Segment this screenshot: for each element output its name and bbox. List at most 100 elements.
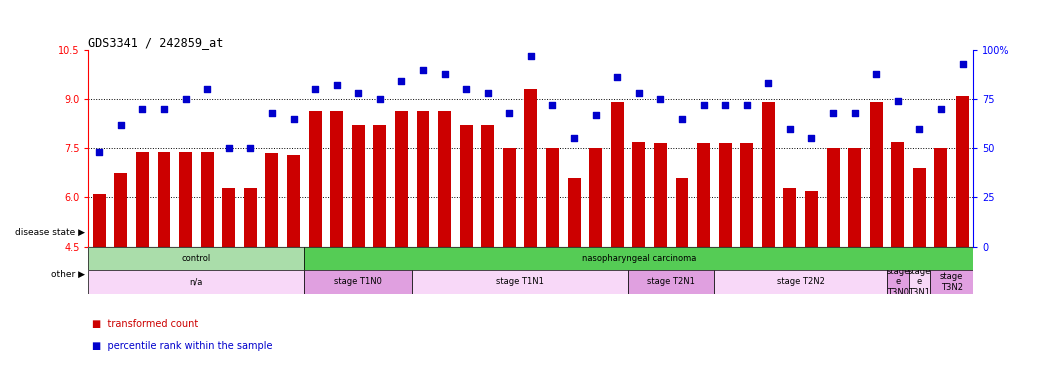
- Point: [738, 102, 755, 108]
- Point: [263, 110, 280, 116]
- Bar: [374, 125, 386, 247]
- Text: stage
e
T3N0: stage e T3N0: [886, 267, 910, 297]
- Bar: [887, 270, 909, 294]
- Point: [868, 70, 885, 76]
- Point: [782, 126, 798, 132]
- Point: [587, 112, 604, 118]
- Bar: [308, 111, 322, 247]
- Point: [372, 96, 388, 102]
- Text: stage T2N1: stage T2N1: [648, 278, 695, 286]
- Point: [177, 96, 194, 102]
- Text: nasopharyngeal carcinoma: nasopharyngeal carcinoma: [582, 254, 696, 263]
- Bar: [931, 270, 973, 294]
- Text: ■  percentile rank within the sample: ■ percentile rank within the sample: [92, 341, 272, 351]
- Bar: [88, 247, 973, 384]
- Point: [328, 82, 345, 88]
- Bar: [115, 173, 127, 247]
- Bar: [891, 142, 905, 247]
- Bar: [223, 187, 235, 247]
- Bar: [304, 270, 412, 294]
- Bar: [287, 155, 300, 247]
- Bar: [416, 111, 430, 247]
- Bar: [956, 96, 969, 247]
- Text: n/a: n/a: [189, 278, 203, 286]
- Bar: [157, 152, 171, 247]
- Text: stage T2N2: stage T2N2: [777, 278, 824, 286]
- Point: [414, 66, 431, 73]
- Bar: [697, 143, 710, 247]
- Text: disease state ▶: disease state ▶: [16, 228, 85, 237]
- Bar: [438, 111, 451, 247]
- Bar: [412, 270, 628, 294]
- Bar: [93, 194, 106, 247]
- Point: [91, 149, 107, 155]
- Point: [760, 80, 777, 86]
- Bar: [352, 125, 364, 247]
- Bar: [848, 148, 861, 247]
- Point: [242, 145, 258, 151]
- Bar: [503, 148, 515, 247]
- Point: [631, 90, 648, 96]
- Bar: [784, 187, 796, 247]
- Point: [565, 135, 582, 141]
- Point: [199, 86, 215, 92]
- Point: [458, 86, 475, 92]
- Point: [436, 70, 453, 76]
- Point: [393, 78, 410, 84]
- Text: stage
e
T3N1: stage e T3N1: [908, 267, 931, 297]
- Point: [889, 98, 906, 104]
- Point: [804, 135, 820, 141]
- Point: [523, 53, 539, 59]
- Bar: [330, 111, 344, 247]
- Bar: [909, 270, 931, 294]
- Bar: [244, 187, 257, 247]
- Text: stage T1N0: stage T1N0: [334, 278, 382, 286]
- Point: [134, 106, 151, 112]
- Bar: [525, 89, 537, 247]
- Bar: [179, 152, 193, 247]
- Point: [221, 145, 237, 151]
- Bar: [740, 143, 754, 247]
- Point: [501, 110, 517, 116]
- Bar: [547, 148, 559, 247]
- Bar: [460, 125, 473, 247]
- Point: [911, 126, 928, 132]
- Point: [307, 86, 324, 92]
- Bar: [628, 270, 714, 294]
- Point: [846, 110, 863, 116]
- Point: [544, 102, 561, 108]
- Point: [285, 116, 302, 122]
- Bar: [304, 247, 973, 270]
- Text: stage T1N1: stage T1N1: [497, 278, 544, 286]
- Bar: [611, 103, 624, 247]
- Bar: [805, 191, 818, 247]
- Point: [674, 116, 690, 122]
- Text: other ▶: other ▶: [51, 270, 85, 279]
- Point: [824, 110, 841, 116]
- Bar: [762, 103, 775, 247]
- Bar: [714, 270, 887, 294]
- Bar: [265, 153, 278, 247]
- Point: [652, 96, 668, 102]
- Bar: [395, 111, 408, 247]
- Point: [955, 61, 971, 67]
- Bar: [88, 247, 304, 270]
- Point: [695, 102, 712, 108]
- Bar: [654, 143, 667, 247]
- Bar: [913, 168, 925, 247]
- Bar: [718, 143, 732, 247]
- Point: [156, 106, 173, 112]
- Point: [350, 90, 366, 96]
- Text: GDS3341 / 242859_at: GDS3341 / 242859_at: [88, 36, 224, 49]
- Point: [480, 90, 497, 96]
- Text: ■  transformed count: ■ transformed count: [92, 319, 198, 329]
- Bar: [935, 148, 947, 247]
- Point: [609, 74, 626, 81]
- Point: [717, 102, 734, 108]
- Bar: [632, 142, 645, 247]
- Bar: [827, 148, 839, 247]
- Bar: [676, 178, 688, 247]
- Point: [933, 106, 949, 112]
- Bar: [201, 152, 213, 247]
- Bar: [589, 148, 602, 247]
